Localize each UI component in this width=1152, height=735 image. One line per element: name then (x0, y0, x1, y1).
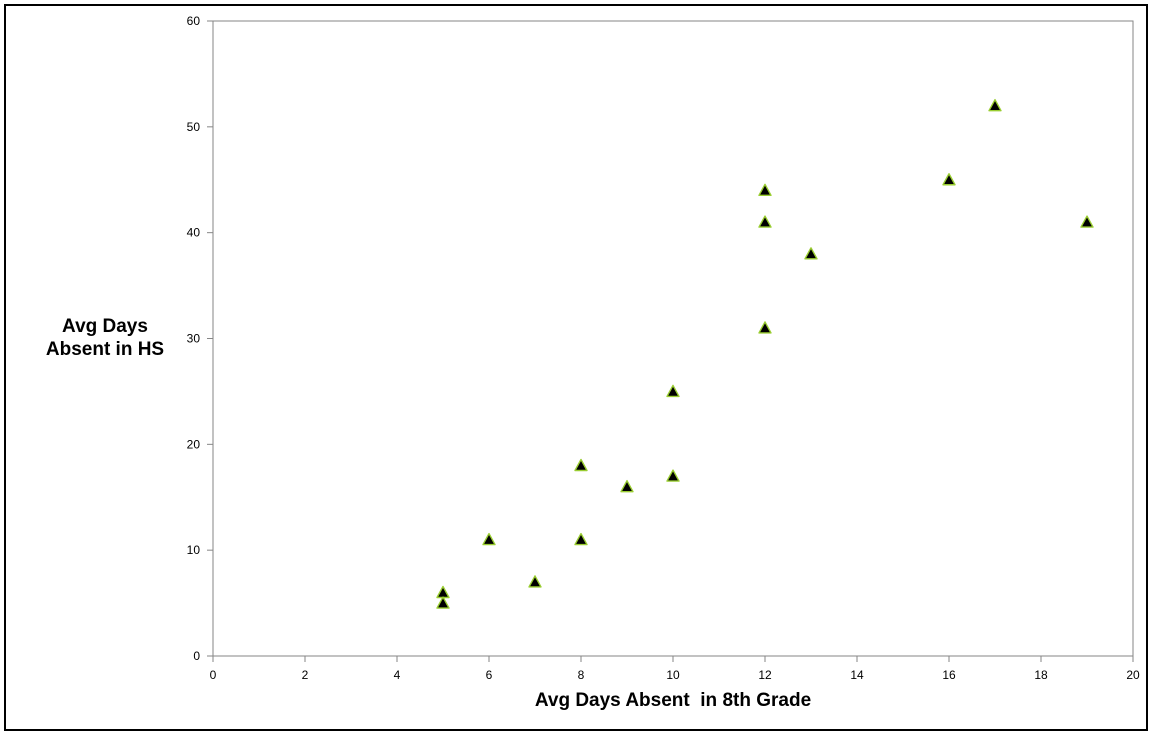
y-axis-title: Avg Days Absent in HS (30, 315, 180, 361)
data-point-triangle (574, 532, 588, 546)
y-tick-label: 0 (193, 649, 200, 663)
y-tick-label: 40 (187, 226, 201, 240)
y-tick-label: 20 (187, 437, 201, 451)
data-point-triangle (758, 215, 772, 228)
y-tick-label: 10 (187, 543, 201, 557)
data-point-triangle (666, 469, 680, 482)
x-tick-label: 18 (1034, 668, 1048, 682)
x-tick-label: 14 (850, 668, 864, 682)
x-tick-label: 0 (210, 668, 217, 682)
data-point-triangle (942, 173, 956, 186)
data-point-triangle (1080, 215, 1094, 228)
x-tick-label: 8 (578, 668, 585, 682)
data-point-triangle (574, 458, 588, 472)
data-point-triangle (804, 247, 818, 260)
data-point-triangle (620, 479, 634, 493)
x-tick-label: 6 (486, 668, 493, 682)
data-point-triangle (436, 596, 450, 609)
y-tick-label: 50 (187, 120, 201, 134)
plot-area (212, 20, 1134, 657)
data-point-triangle (482, 532, 496, 546)
data-point-triangle (666, 384, 680, 398)
x-tick-label: 2 (302, 668, 309, 682)
y-tick-label: 30 (187, 332, 201, 346)
y-axis-title-line-1: Avg Days (62, 316, 148, 337)
data-point-triangle (528, 575, 542, 588)
data-point-triangle (758, 183, 772, 197)
x-axis-title: Avg Days Absent in 8th Grade (534, 690, 812, 711)
x-tick-label: 10 (666, 668, 680, 682)
y-tick-label: 60 (187, 14, 201, 28)
data-points (436, 98, 1094, 609)
y-axis-title-line-2: Absent in HS (45, 339, 165, 360)
y-axis: 0 10 20 30 40 50 60 (187, 14, 213, 663)
x-tick-label: 16 (942, 668, 956, 682)
x-tick-label: 12 (758, 668, 772, 682)
data-point-triangle (988, 98, 1002, 112)
data-point-triangle (758, 321, 772, 334)
x-axis: 0 2 4 6 8 10 12 14 16 18 20 (210, 656, 1140, 682)
x-tick-label: 4 (394, 668, 401, 682)
x-tick-label: 20 (1126, 668, 1140, 682)
